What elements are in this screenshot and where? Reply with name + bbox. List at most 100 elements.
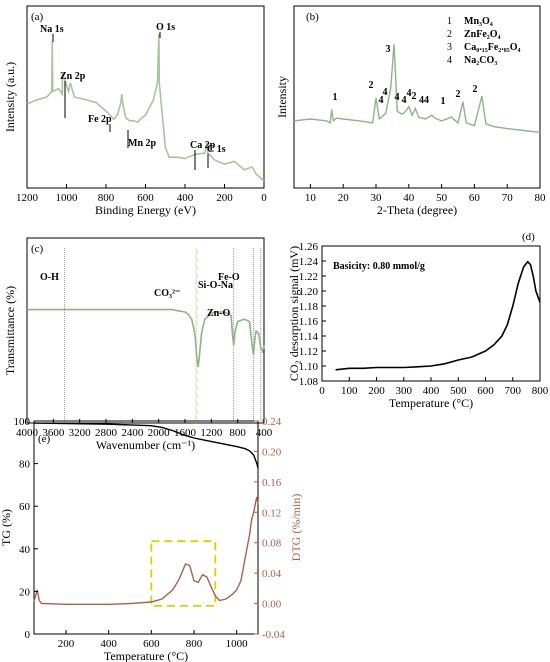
xrd-peak-label: 44 <box>419 95 429 106</box>
ftir-band-label: Fe-O <box>218 272 240 283</box>
ftir-frame <box>26 237 265 424</box>
xrd-peak-label: 4 <box>379 95 384 106</box>
panel-b-xrd-chart: 10 20 30 40 50 60 70 80 2-Theta (degree) Intensit… <box>275 5 546 217</box>
xrd-legend-number: 4 <box>447 55 452 66</box>
tg-y-axis-title: TG (%) <box>0 509 13 546</box>
ftir-xtick-label: 2800 <box>95 427 118 439</box>
ftir-band-label: Si-O-Na <box>198 280 233 291</box>
tg-panel-label: (e) <box>38 433 51 445</box>
tpd-y-axis-title: CO₂ desorption signal (mV) <box>287 246 301 381</box>
tpd-xtick-label: 0 <box>319 385 325 397</box>
xrd-xtick-label: 40 <box>403 192 415 204</box>
xps-xtick-label: 1000 <box>56 192 79 204</box>
xps-y-axis-title: Intensity (a.u.) <box>3 62 17 132</box>
xrd-peak-label: 2 <box>456 89 461 100</box>
tpd-ytick-label: 1.18 <box>299 301 319 313</box>
tpd-xtick-label: 100 <box>341 385 358 397</box>
tpd-ytick-label: 1.20 <box>299 286 319 298</box>
tpd-basicity-annotation: Basicity: 0.80 mmol/g <box>333 261 425 272</box>
xrd-legend-number: 3 <box>447 42 452 53</box>
ftir-xtick-label: 400 <box>256 427 273 439</box>
xrd-x-axis-title: 2-Theta (degree) <box>377 203 457 217</box>
ftir-xtick-label: 3600 <box>42 427 65 439</box>
tpd-xtick-label: 300 <box>396 385 413 397</box>
tg-xtick-label: 600 <box>143 638 160 650</box>
xrd-panel-label: (b) <box>306 11 319 23</box>
tg-ytick-label: 20 <box>19 586 31 598</box>
xps-peak-label: C 1s <box>207 144 226 155</box>
xps-xtick-label: 400 <box>177 192 194 204</box>
tpd-ytick-label: 1.22 <box>299 271 318 283</box>
tpd-xtick-label: 700 <box>505 385 522 397</box>
panel-e-tg-dtg-chart: 200 400 600 800 1000 0 20 40 60 80 100 -0.04 0.00 0.0… <box>0 416 303 662</box>
xrd-legend-name: ZnFe₂O₄ <box>464 29 501 40</box>
tg-xtick-label: 1000 <box>226 638 249 650</box>
xrd-legend-name: Ca₀.₁₅Fe₂.₈₅O₄ <box>464 42 521 53</box>
tg-ytick-label: 0 <box>25 629 31 641</box>
ftir-x-axis-title: Wavenumber (cm⁻¹) <box>96 438 195 452</box>
ftir-spectrum-line <box>27 308 265 368</box>
tpd-xtick-label: 400 <box>423 385 440 397</box>
xrd-legend-name: Mn₃O₄ <box>464 16 493 27</box>
tpd-panel-label: (d) <box>522 231 535 243</box>
ftir-xtick-label: 1200 <box>200 427 223 439</box>
xrd-xtick-label: 70 <box>502 192 514 204</box>
xrd-peak-label: 4 <box>407 88 412 99</box>
xrd-peak-label: 1 <box>441 96 446 107</box>
dtg-curve <box>33 496 259 605</box>
dtg-ytick-label: 0.04 <box>262 568 282 580</box>
xrd-peak-label: 4 <box>402 95 407 106</box>
tpd-xtick-label: 500 <box>450 385 467 397</box>
xrd-legend-name: Na₂CO₃ <box>464 55 497 66</box>
dtg-ytick-label: 0.20 <box>262 446 282 458</box>
xrd-peak-label: 4 <box>383 87 388 98</box>
xps-peak-label: Mn 2p <box>128 138 157 149</box>
tpd-ytick-label: 1.24 <box>299 256 319 268</box>
ftir-xtick-label: 1600 <box>174 427 197 439</box>
tpd-ytick-label: 1.08 <box>299 376 319 388</box>
xrd-xtick-label: 50 <box>436 192 448 204</box>
xrd-legend-number: 1 <box>447 16 452 27</box>
tg-xtick-label: 200 <box>58 638 75 650</box>
xrd-peak-label: 2 <box>473 84 478 95</box>
ftir-xtick-label: 2400 <box>121 427 144 439</box>
panel-c-ftir-chart: 4000 3600 3200 2800 2400 2000 1600 1200 800 400 Wa… <box>3 237 273 452</box>
dtg-ytick-label: 0.08 <box>262 538 282 550</box>
xrd-legend-number: 2 <box>447 29 452 40</box>
tg-highlight-box <box>150 540 217 607</box>
xrd-xtick-label: 60 <box>469 192 481 204</box>
xrd-peak-label: 3 <box>386 44 391 55</box>
panel-d-co2-tpd-chart: 0 100 200 300 400 500 600 700 800 1.08 1.10 1.12 1.1… <box>287 231 549 410</box>
xrd-peak-label: 2 <box>412 91 417 102</box>
tg-frame <box>33 420 259 635</box>
tpd-xtick-label: 200 <box>368 385 385 397</box>
tpd-signal-line <box>335 260 541 371</box>
tg-ytick-label: 40 <box>19 544 31 556</box>
tg-xtick-label: 800 <box>186 638 203 650</box>
dtg-ytick-label: 0.16 <box>262 477 282 489</box>
ftir-xtick-label: 3200 <box>69 427 92 439</box>
xps-xtick-label: 800 <box>98 192 115 204</box>
xps-peak-label: Ca 2p <box>190 140 216 151</box>
dtg-ytick-label: -0.04 <box>262 629 285 641</box>
xrd-peak-label: 4 <box>395 92 400 103</box>
xrd-xtick-label: 30 <box>371 192 383 204</box>
xps-panel-label: (a) <box>31 11 44 23</box>
tg-curve <box>33 422 259 469</box>
tpd-ytick-label: 1.10 <box>299 361 319 373</box>
dtg-ytick-label: 0.24 <box>262 416 282 428</box>
xps-peak-label: Zn 2p <box>60 71 86 82</box>
tpd-xtick-label: 600 <box>477 385 494 397</box>
xrd-xtick-label: 10 <box>305 192 317 204</box>
tpd-xtick-label: 800 <box>532 385 549 397</box>
tg-ytick-label: 100 <box>14 416 31 428</box>
ftir-band-label: O-H <box>40 272 59 283</box>
xrd-frame <box>293 5 541 189</box>
xps-peak-label: Na 1s <box>40 24 64 35</box>
xps-peak-label: O 1s <box>156 22 175 33</box>
tpd-ytick-label: 1.14 <box>299 331 319 343</box>
xrd-pattern-line <box>293 44 541 134</box>
tg-ytick-label: 60 <box>19 501 31 513</box>
tpd-ytick-label: 1.12 <box>299 346 318 358</box>
